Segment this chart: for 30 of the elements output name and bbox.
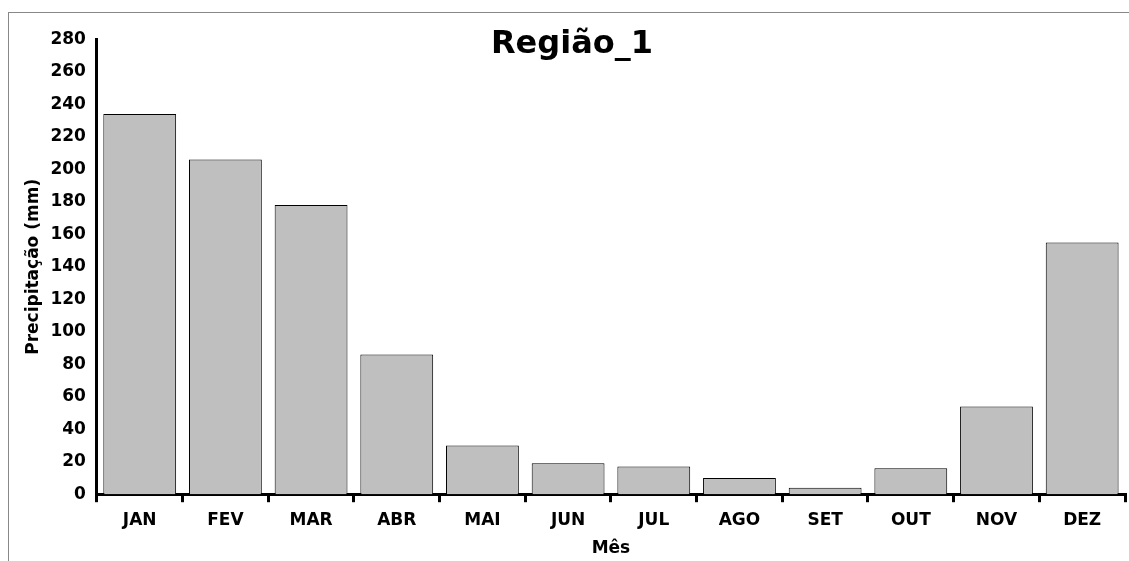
x-tick-label: DEZ: [1063, 508, 1102, 529]
y-tick-label: 260: [50, 60, 87, 81]
y-tick-label: 220: [50, 125, 87, 146]
x-tick-label: MAI: [464, 508, 501, 529]
y-tick-label: 60: [62, 385, 87, 406]
x-tick-label: NOV: [975, 508, 1019, 529]
x-tick-label: SET: [807, 508, 844, 529]
y-tick-label: 40: [62, 417, 87, 438]
y-tick-label: 100: [50, 320, 87, 341]
x-tick-label: AGO: [718, 508, 761, 529]
x-tick-label: JUL: [637, 508, 670, 529]
x-tick-label: ABR: [377, 508, 417, 529]
y-tick-label: 0: [74, 482, 87, 503]
x-tick-label: OUT: [890, 508, 932, 529]
x-tick-label: FEV: [207, 508, 245, 529]
x-tick-label: JUN: [549, 508, 586, 529]
chart-title: Região_1: [490, 22, 654, 61]
y-tick-label: 80: [62, 352, 87, 373]
y-tick-label: 280: [50, 27, 87, 48]
y-axis-title: Precipitação (mm): [21, 178, 42, 355]
y-tick-label: 20: [62, 450, 87, 471]
y-tick-label: 200: [50, 157, 87, 178]
y-tick-label: 120: [50, 287, 87, 308]
y-tick-label: 180: [50, 190, 87, 211]
x-axis-title: Mês: [591, 537, 631, 558]
x-tick-label: MAR: [289, 508, 333, 529]
y-tick-label: 160: [50, 222, 87, 243]
y-tick-label: 240: [50, 92, 87, 113]
x-tick-label: JAN: [121, 508, 157, 529]
y-tick-label: 140: [50, 255, 87, 276]
